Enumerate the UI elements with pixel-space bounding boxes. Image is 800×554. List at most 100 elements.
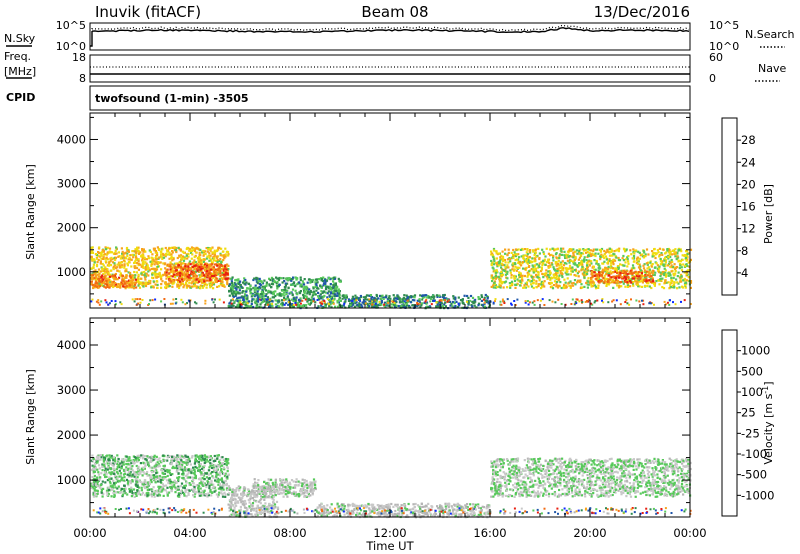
power-cell (513, 254, 516, 257)
power-cell (443, 303, 446, 306)
power-cell (626, 265, 629, 268)
power-cell (640, 272, 643, 275)
power-cell (208, 266, 211, 269)
power-cell (231, 276, 234, 279)
power-cell (187, 252, 190, 255)
power-cell (245, 305, 248, 308)
power-cell (224, 265, 227, 268)
power-cell (212, 274, 216, 277)
power-cell (466, 300, 468, 303)
power-cell (102, 278, 105, 281)
power-cell (548, 261, 551, 265)
velocity-cell (173, 484, 176, 487)
power-cell (249, 290, 252, 293)
power-cell (674, 267, 677, 271)
power-cell (198, 266, 201, 269)
power-cell (520, 248, 523, 251)
power-cell (435, 301, 438, 304)
power-cell (269, 278, 272, 282)
power-cell (190, 251, 193, 254)
power-cell (371, 303, 374, 306)
power-cell (604, 255, 608, 258)
power-cell (201, 251, 204, 254)
power-cell (115, 246, 118, 249)
power-cell (576, 252, 579, 255)
power-cell (686, 264, 689, 268)
velocity-cell (163, 466, 166, 469)
power-cell (356, 303, 359, 306)
power-cell (499, 257, 502, 260)
power-cell (660, 252, 663, 255)
power-cell (155, 252, 159, 255)
power-cell (331, 277, 334, 280)
power-cell (603, 252, 606, 256)
power-cell (156, 283, 159, 286)
power-cell (558, 284, 561, 287)
power-cell (202, 285, 205, 288)
power-cell (671, 260, 674, 264)
power-cell (283, 303, 286, 306)
power-cell (137, 273, 140, 276)
power-cell (194, 247, 197, 250)
power-cell (645, 278, 648, 281)
power-cell (622, 254, 625, 258)
power-cell (266, 298, 269, 301)
power-cell (164, 255, 167, 258)
power-cell (176, 256, 179, 260)
power-cell (526, 274, 530, 277)
power-cell (598, 264, 601, 267)
power-cell (296, 283, 299, 286)
power-cell (483, 302, 486, 305)
power-cell (685, 259, 688, 262)
power-cell (320, 286, 323, 289)
power-cell (375, 298, 378, 301)
power-cell (614, 281, 617, 284)
power-cell (168, 257, 171, 260)
power-cell (308, 293, 311, 296)
power-cell (659, 257, 662, 261)
power-cell (351, 301, 354, 304)
power-cell (269, 297, 272, 300)
power-cell (586, 268, 589, 271)
power-cell (568, 254, 572, 258)
power-cell (645, 272, 648, 275)
power-cell (268, 284, 271, 287)
power-cell (480, 295, 483, 299)
velocity-cell (90, 482, 93, 485)
power-cell (662, 287, 666, 290)
power-cell (558, 256, 561, 259)
power-cell (97, 301, 100, 304)
power-cell (198, 274, 201, 277)
power-cell (234, 291, 237, 294)
power-cell (597, 252, 600, 255)
power-cell (538, 277, 541, 281)
power-cell (435, 305, 438, 308)
power-cell (527, 258, 530, 261)
power-cell (524, 301, 527, 304)
power-cell (183, 278, 186, 281)
power-cell (291, 293, 294, 297)
power-cell (111, 282, 114, 285)
power-cell (214, 279, 218, 282)
power-cell (169, 253, 172, 256)
power-cell (109, 264, 113, 267)
power-cell (281, 289, 284, 292)
velocity-cell (193, 489, 196, 492)
power-cell (95, 263, 99, 266)
power-cell (521, 278, 524, 282)
power-cell (616, 284, 619, 287)
power-cell (270, 276, 274, 279)
power-cell (633, 275, 636, 278)
velocity-cell (122, 460, 125, 463)
power-cell (191, 253, 194, 256)
power-cell (235, 285, 238, 288)
power-cell (440, 299, 443, 302)
power-cell (324, 281, 327, 284)
power-cell (222, 255, 225, 258)
power-cell (144, 266, 147, 269)
velocity-cell (92, 487, 95, 490)
velocity-cell (162, 459, 166, 463)
power-cell (382, 296, 385, 299)
power-cell (338, 294, 341, 297)
power-cell (208, 256, 211, 260)
